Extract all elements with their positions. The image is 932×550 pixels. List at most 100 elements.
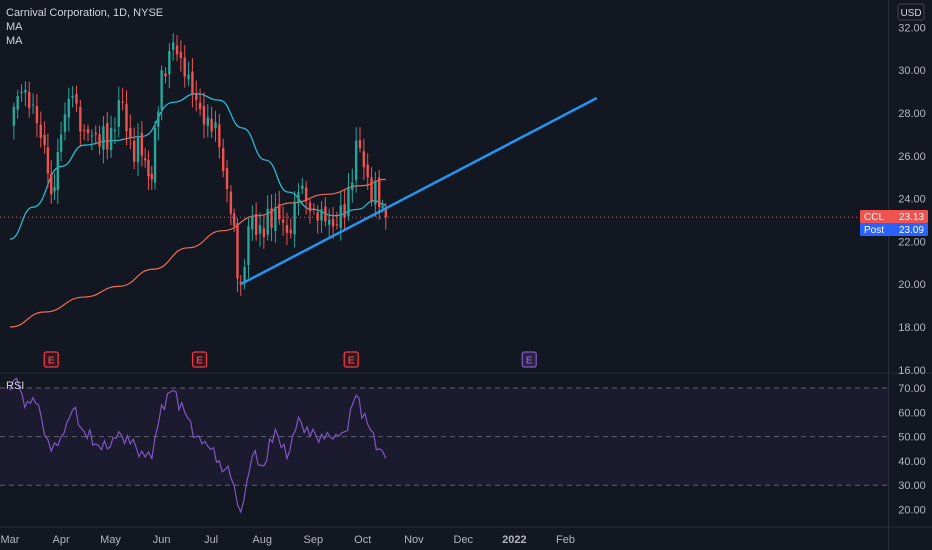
candle-body	[221, 148, 225, 172]
price-tag-value: 23.13	[899, 212, 924, 223]
candle-body	[150, 173, 153, 180]
candle-body	[266, 208, 269, 235]
candle-body	[335, 224, 339, 226]
candle-body	[56, 152, 60, 191]
trendline[interactable]	[240, 96, 598, 286]
candle-body	[59, 134, 63, 152]
ma-slow-line[interactable]	[9, 178, 386, 328]
earnings-marker[interactable]	[43, 351, 59, 368]
candle-body	[351, 182, 354, 191]
candle-body	[129, 128, 132, 139]
candle-body	[31, 104, 35, 106]
indicator-label-ma-2[interactable]: MA	[6, 35, 23, 47]
candle-body	[98, 134, 101, 147]
time-tick-label: 2022	[502, 534, 526, 546]
candle-body	[195, 94, 198, 101]
candle-body	[343, 203, 346, 218]
earnings-marker-label: E	[48, 356, 55, 367]
time-tick-label: Nov	[404, 534, 424, 546]
candle-body	[218, 124, 221, 148]
price-axis[interactable]: 32.00 30.00 28.00 26.00 24.00 22.00 20.00 18.00…	[888, 0, 926, 550]
candle-body	[43, 134, 46, 146]
time-axis[interactable]: Mar Apr May Jun Jul Aug Sep Oct Nov Dec 2022 Feb	[1, 534, 575, 546]
rsi-pane[interactable]: RSI	[0, 377, 888, 514]
earnings-marker-label: E	[348, 356, 355, 367]
candle-body	[308, 202, 312, 212]
candle-body	[320, 209, 323, 221]
price-tick-label: 24.00	[898, 194, 926, 206]
price-tick-label: 30.00	[898, 65, 926, 77]
rsi-tick-label: 50.00	[898, 432, 926, 444]
candle-body	[24, 89, 27, 93]
candle-body	[171, 42, 175, 50]
candle-body	[366, 164, 369, 178]
candle-body	[153, 127, 157, 183]
price-tick-label: 20.00	[898, 279, 926, 291]
candle-body	[358, 140, 362, 149]
rsi-tick-label: 60.00	[898, 407, 926, 419]
candle-body	[316, 212, 319, 221]
time-tick-label: Mar	[1, 534, 20, 546]
candle-body	[274, 207, 277, 231]
candle-body	[109, 128, 113, 151]
price-tag-label: Post	[864, 225, 884, 236]
rsi-label[interactable]: RSI	[6, 380, 24, 392]
candle-body	[293, 201, 296, 235]
candle-body	[50, 174, 53, 195]
candle-body	[328, 219, 331, 225]
time-tick-label: Apr	[53, 534, 70, 546]
candle-body	[175, 45, 179, 55]
candle-body	[331, 218, 335, 227]
rsi-tick-label: 20.00	[898, 505, 926, 517]
candle-body	[225, 168, 229, 190]
currency-label: USD	[900, 8, 921, 19]
candle-body	[113, 130, 117, 132]
candle-body	[132, 140, 136, 162]
candle-body	[136, 135, 140, 163]
earnings-marker[interactable]	[521, 351, 537, 368]
candle-body	[243, 267, 246, 284]
candle-body	[53, 187, 56, 192]
earnings-marker-label: E	[196, 356, 203, 367]
rsi-line[interactable]	[9, 377, 387, 514]
candle-body	[324, 206, 327, 222]
candle-body	[297, 192, 300, 204]
price-tag-ccl	[860, 210, 928, 223]
earnings-marker[interactable]	[191, 351, 208, 368]
time-tick-label: Aug	[252, 534, 272, 546]
candle-body	[258, 225, 262, 234]
candle-body	[312, 208, 316, 210]
earnings-marker[interactable]	[343, 351, 359, 368]
candle-body	[117, 100, 120, 127]
candle-body	[140, 132, 144, 156]
candle-body	[202, 105, 206, 125]
candle-body	[35, 106, 39, 124]
currency-button[interactable]	[897, 3, 925, 21]
candle-body	[183, 57, 186, 77]
price-tick-label: 16.00	[898, 365, 926, 377]
price-tag-post	[860, 223, 928, 236]
candle-body	[46, 147, 50, 174]
candle-body	[198, 102, 202, 110]
indicator-label-ma-1[interactable]: MA	[6, 21, 23, 33]
candle-body	[281, 219, 285, 223]
rsi-tick-label: 70.00	[898, 383, 926, 395]
candle-body	[94, 132, 97, 135]
candles[interactable]	[12, 33, 388, 296]
candle-body	[339, 205, 342, 228]
candle-body	[168, 50, 171, 75]
candle-body	[362, 151, 366, 168]
candle-body	[262, 228, 266, 238]
rsi-tick-label: 40.00	[898, 456, 926, 468]
candle-body	[179, 51, 183, 58]
time-tick-label: May	[100, 534, 121, 546]
candle-body	[16, 95, 19, 110]
price-tick-label: 32.00	[898, 22, 926, 34]
symbol-title[interactable]: Carnival Corporation, 1D, NYSE	[6, 7, 164, 19]
candle-body	[143, 158, 147, 161]
candle-body	[289, 229, 292, 234]
candle-body	[347, 186, 350, 217]
price-tick-label: 22.00	[898, 236, 926, 248]
